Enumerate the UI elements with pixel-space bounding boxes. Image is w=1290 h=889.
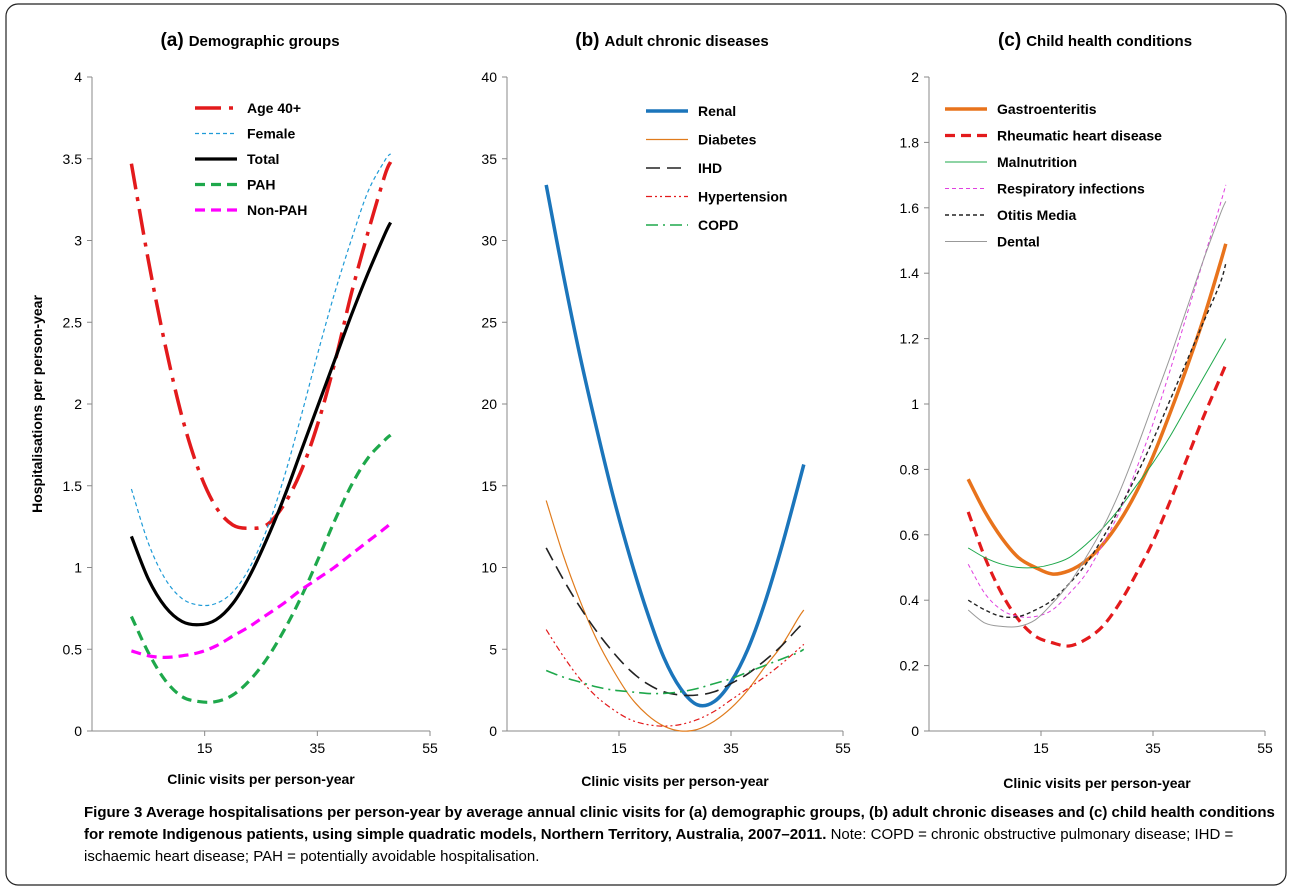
y-tick-label: 1.2 <box>900 331 920 347</box>
series-line-renal <box>544 184 806 708</box>
y-tick-label: 1.5 <box>63 478 83 494</box>
chart-title: (c) Child health conditions <box>998 30 1192 51</box>
legend-label: Hypertension <box>698 189 787 205</box>
x-tick-label: 15 <box>197 740 213 756</box>
chart-title: (a) Demographic groups <box>160 30 339 51</box>
series-line-respiratory-infections <box>967 184 1227 618</box>
series-line-pah <box>129 433 392 704</box>
y-tick-label: 3.5 <box>63 151 83 167</box>
y-tick-label: 1.6 <box>900 200 920 216</box>
y-tick-label: 0 <box>74 723 82 739</box>
legend: Age 40+ Female Total PAH Non-PAH <box>195 100 307 218</box>
series-line-rheumatic-heart-disease <box>966 364 1228 648</box>
y-tick-label: 0 <box>911 723 919 739</box>
x-axis-label: Clinic visits per person-year <box>167 771 355 787</box>
y-tick-label: 2 <box>74 396 82 412</box>
series-line-age-40- <box>129 161 393 531</box>
chart-title-letter: (c) <box>998 30 1021 51</box>
legend-label: Malnutrition <box>997 154 1077 170</box>
legend-label: PAH <box>247 177 276 193</box>
y-tick-label: 1 <box>911 396 919 412</box>
y-tick-label: 1.8 <box>900 134 920 150</box>
legend-label: Non-PAH <box>247 202 307 218</box>
series-line-ihd <box>545 547 805 697</box>
y-tick-label: 35 <box>481 151 497 167</box>
y-tick-label: 2 <box>911 69 919 85</box>
chart-panel-b: (b) Adult chronic diseases 0 5 10 15 20 25 30 35 4… <box>481 30 851 789</box>
x-tick-label: 15 <box>611 740 627 756</box>
chart-title-letter: (a) <box>160 30 183 51</box>
y-tick-label: 0.8 <box>900 461 920 477</box>
y-tick-label: 5 <box>489 641 497 657</box>
y-tick-label: 0.5 <box>63 641 83 657</box>
legend-label: COPD <box>698 217 738 233</box>
y-tick-label: 1.4 <box>900 265 920 281</box>
legend: Renal Diabetes IHD Hypertension COPD <box>646 103 787 233</box>
y-tick-label: 4 <box>74 69 82 85</box>
y-tick-label: 1 <box>74 560 82 576</box>
legend-label: IHD <box>698 160 722 176</box>
x-axis-label: Clinic visits per person-year <box>1003 775 1191 791</box>
series-line-dental <box>967 201 1227 628</box>
legend-label: Gastroenteritis <box>997 101 1097 117</box>
legend-label: Dental <box>997 234 1040 250</box>
series-line-otitis-media <box>967 263 1227 619</box>
y-tick-label: 30 <box>481 233 497 249</box>
y-tick-label: 40 <box>481 69 497 85</box>
chart-title-text: Child health conditions <box>1026 33 1192 50</box>
series-line-total <box>129 221 393 627</box>
x-tick-label: 15 <box>1033 740 1049 756</box>
y-tick-label: 10 <box>481 560 497 576</box>
x-axis-label: Clinic visits per person-year <box>581 773 769 789</box>
y-tick-label: 25 <box>481 314 497 330</box>
x-tick-label: 55 <box>835 740 851 756</box>
chart-title-text: Demographic groups <box>189 33 340 50</box>
series-line-diabetes <box>545 500 805 732</box>
y-tick-label: 0.6 <box>900 527 920 543</box>
legend-label: Renal <box>698 103 736 119</box>
x-tick-label: 55 <box>1257 740 1273 756</box>
y-tick-label: 2.5 <box>63 314 83 330</box>
x-tick-label: 35 <box>723 740 739 756</box>
y-tick-label: 0 <box>489 723 497 739</box>
series-line-non-pah <box>130 522 392 660</box>
chart-panel-a: (a) Demographic groups 0 0.5 1 1.5 2 2.5 3 3.5 4 15… <box>29 30 438 787</box>
chart-title-letter: (b) <box>575 30 599 51</box>
y-tick-label: 0.4 <box>900 592 920 608</box>
chart-title-text: Adult chronic diseases <box>605 33 769 50</box>
legend: Gastroenteritis Rheumatic heart disease Ma… <box>945 101 1162 250</box>
series-line-gastroenteritis <box>966 243 1228 576</box>
caption-title: Figure 3 Average hospitalisations per pe… <box>84 804 1275 843</box>
legend-label: Respiratory infections <box>997 181 1145 197</box>
y-tick-label: 20 <box>481 396 497 412</box>
figure-border <box>5 3 1287 886</box>
legend-label: Otitis Media <box>997 207 1077 223</box>
legend-label: Age 40+ <box>247 100 301 116</box>
panels: (a) Demographic groups00.511.522.533.5415… <box>29 30 1273 791</box>
chart-title: (b) Adult chronic diseases <box>575 30 768 51</box>
legend-label: Female <box>247 126 295 142</box>
figure-caption: Figure 3 Average hospitalisations per pe… <box>84 802 1280 868</box>
caption-note: Note: COPD = chronic obstructive pulmona… <box>84 826 1234 865</box>
series-line-hypertension <box>545 629 805 727</box>
x-tick-label: 35 <box>1145 740 1161 756</box>
x-tick-label: 55 <box>422 740 438 756</box>
legend-label: Total <box>247 151 279 167</box>
y-tick-label: 0.2 <box>900 658 920 674</box>
chart-panel-c: (c) Child health conditions 0 0.2 0.4 0.6 0.8 1… <box>900 30 1273 791</box>
legend-label: Diabetes <box>698 132 757 148</box>
series-line-copd <box>545 648 805 695</box>
y-tick-label: 3 <box>74 233 82 249</box>
x-tick-label: 35 <box>310 740 326 756</box>
legend-label: Rheumatic heart disease <box>997 128 1162 144</box>
y-tick-label: 15 <box>481 478 497 494</box>
y-axis-label: Hospitalisations per person-year <box>29 295 45 513</box>
